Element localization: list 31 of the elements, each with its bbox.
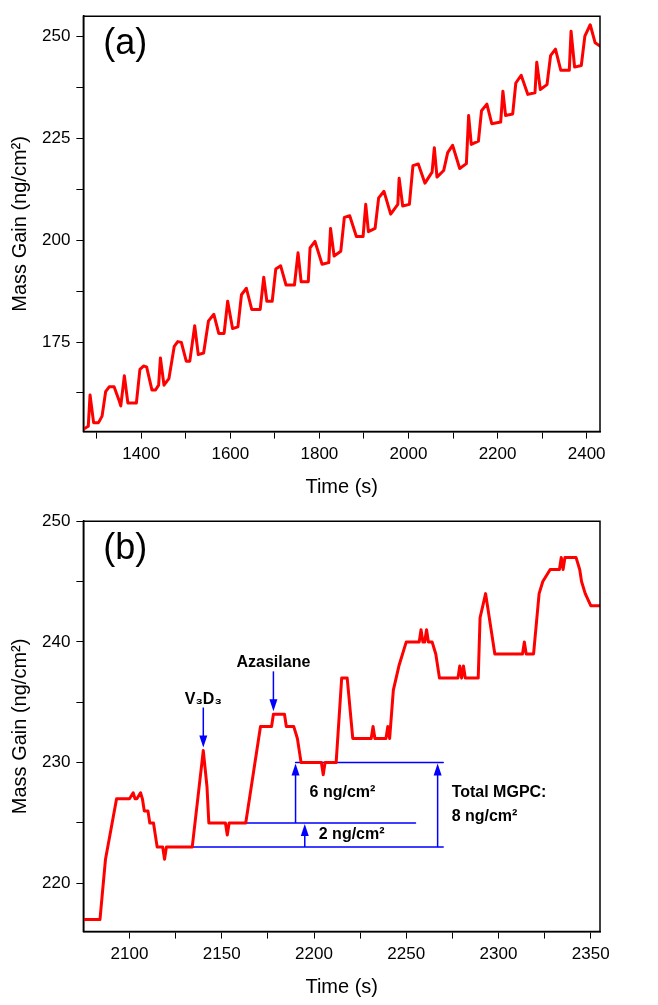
- y-tick-label: 200: [41, 229, 71, 249]
- x-tick-label: 2200: [478, 444, 517, 464]
- x-tick-label: 2400: [567, 444, 606, 464]
- annotation: 6 ng/cm²: [309, 783, 376, 801]
- y-tick-label: 240: [41, 631, 71, 651]
- y-axis-title: Mass Gain (ng/cm²): [7, 638, 30, 815]
- x-tick-label: 2100: [110, 944, 149, 964]
- x-tick-label: 2150: [202, 944, 241, 964]
- x-tick-label: 2350: [571, 944, 610, 964]
- y-tick-label: 250: [41, 510, 71, 530]
- y-tick-label: 220: [41, 873, 71, 893]
- annotation: V₃D₃: [184, 689, 222, 707]
- y-axis-title: Mass Gain (ng/cm²): [7, 136, 30, 312]
- y-tick-label: 225: [41, 128, 71, 148]
- chart-title: (b): [103, 526, 148, 568]
- x-tick-label: 1800: [300, 444, 339, 464]
- y-tick-label: 250: [41, 26, 71, 46]
- x-tick-label: 1400: [122, 444, 161, 464]
- x-tick-label: 2250: [387, 944, 426, 964]
- x-tick-label: 1600: [211, 444, 250, 464]
- x-tick-label: 2200: [295, 944, 333, 964]
- annotation: 2 ng/cm²: [318, 825, 385, 843]
- x-axis-title: Time (s): [305, 974, 378, 997]
- y-tick-label: 230: [41, 752, 71, 772]
- x-axis-title: Time (s): [305, 474, 378, 497]
- chart-title: (a): [103, 21, 148, 63]
- annotation: Azasilane: [236, 653, 311, 671]
- x-tick-label: 2000: [389, 444, 428, 464]
- y-tick-label: 175: [41, 331, 71, 351]
- annotation: Total MGPC: 8 ng/cm²: [451, 783, 547, 825]
- x-tick-label: 2300: [479, 944, 518, 964]
